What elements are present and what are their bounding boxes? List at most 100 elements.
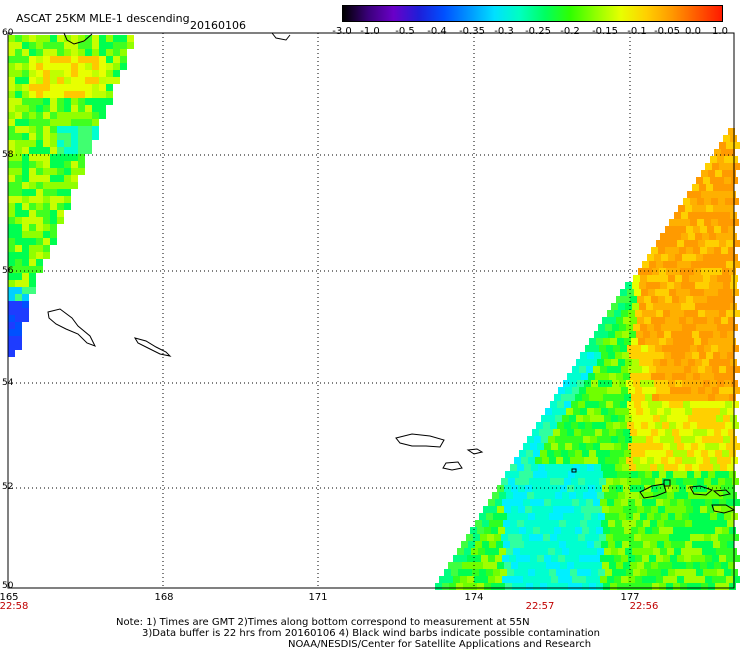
swath-cell: [15, 56, 22, 63]
swath-cell: [561, 394, 568, 401]
swath-cell: [584, 457, 591, 464]
swath-cell: [526, 450, 533, 457]
swath-cell: [671, 352, 678, 359]
swath-cell: [613, 478, 620, 485]
swath-cell: [680, 338, 687, 345]
swath-cell: [664, 352, 671, 359]
swath-cell: [698, 261, 705, 268]
swath-cell: [663, 443, 670, 450]
swath-cell: [699, 352, 706, 359]
swath-cell: [71, 119, 78, 126]
swath-cell: [8, 350, 15, 357]
swath-cell: [36, 147, 43, 154]
swath-cell: [711, 289, 718, 296]
swath-cell: [586, 555, 593, 562]
swath-cell: [489, 541, 496, 548]
swath-cell: [15, 98, 22, 105]
swath-cell: [705, 163, 712, 170]
swath-cell: [623, 317, 630, 324]
swath-cell: [616, 485, 623, 492]
swath-cell: [453, 576, 460, 583]
swath-cell: [113, 35, 120, 42]
swath-cell: [582, 450, 589, 457]
swath-cell: [679, 373, 686, 380]
swath-cell: [78, 140, 85, 147]
swath-cell: [644, 506, 651, 513]
swath-cell: [43, 49, 50, 56]
swath-cell: [723, 282, 730, 289]
swath-cell: [36, 189, 43, 196]
swath-cell: [581, 429, 588, 436]
swath-cell: [559, 464, 566, 471]
swath-cell: [729, 450, 736, 457]
swath-cell: [733, 576, 740, 583]
swath-cell: [717, 569, 724, 576]
swath-cell: [680, 583, 687, 590]
swath-cell: [690, 422, 697, 429]
swath-cell: [674, 233, 681, 240]
swath-cell: [627, 289, 634, 296]
swath-cell: [43, 77, 50, 84]
swath-cell: [603, 527, 610, 534]
swath-cell: [722, 268, 729, 275]
swath-cell: [708, 338, 715, 345]
swath-cell: [8, 91, 15, 98]
swath-cell: [99, 112, 106, 119]
swath-cell: [590, 492, 597, 499]
swath-cell: [692, 520, 699, 527]
swath-cell: [667, 548, 674, 555]
swath-cell: [564, 422, 571, 429]
swath-cell: [64, 196, 71, 203]
swath-cell: [695, 436, 702, 443]
swath-cell: [601, 408, 608, 415]
swath-cell: [663, 555, 670, 562]
swath-cell: [610, 338, 617, 345]
swath-cell: [677, 555, 684, 562]
swath-cell: [36, 245, 43, 252]
swath-cell: [601, 352, 608, 359]
swath-cell: [652, 471, 659, 478]
swath-cell: [617, 450, 624, 457]
swath-cell: [22, 224, 29, 231]
swath-cell: [722, 527, 729, 534]
swath-cell: [637, 506, 644, 513]
swath-cell: [642, 261, 649, 268]
swath-cell: [644, 317, 651, 324]
swath-cell: [15, 147, 22, 154]
swath-cell: [528, 457, 535, 464]
swath-cell: [686, 226, 693, 233]
swath-cell: [732, 345, 739, 352]
swath-cell: [687, 471, 694, 478]
swath-cell: [562, 415, 569, 422]
swath-cell: [535, 457, 542, 464]
swath-cell: [580, 408, 587, 415]
swath-cell: [667, 359, 674, 366]
swath-cell: [713, 184, 720, 191]
swath-cell: [558, 576, 565, 583]
swath-cell: [36, 49, 43, 56]
colorbar-tick-label: -0.1: [627, 26, 647, 37]
swath-cell: [558, 387, 565, 394]
swath-cell: [604, 548, 611, 555]
swath-cell: [681, 359, 688, 366]
swath-cell: [474, 576, 481, 583]
swath-cell: [596, 583, 603, 590]
swath-cell: [575, 583, 582, 590]
swath-cell: [15, 238, 22, 245]
swath-cell: [571, 478, 578, 485]
swath-cell: [719, 387, 726, 394]
swath-cell: [692, 205, 699, 212]
swath-cell: [29, 196, 36, 203]
swath-cell: [657, 541, 664, 548]
swath-cell: [719, 576, 726, 583]
swath-cell: [733, 142, 740, 149]
swath-cell: [613, 422, 620, 429]
swath-cell: [596, 394, 603, 401]
swath-cell: [43, 217, 50, 224]
swath-cell: [732, 198, 739, 205]
swath-cell: [711, 198, 718, 205]
swath-cell: [680, 394, 687, 401]
swath-cell: [78, 70, 85, 77]
swath-cell: [690, 401, 697, 408]
swath-cell: [482, 541, 489, 548]
